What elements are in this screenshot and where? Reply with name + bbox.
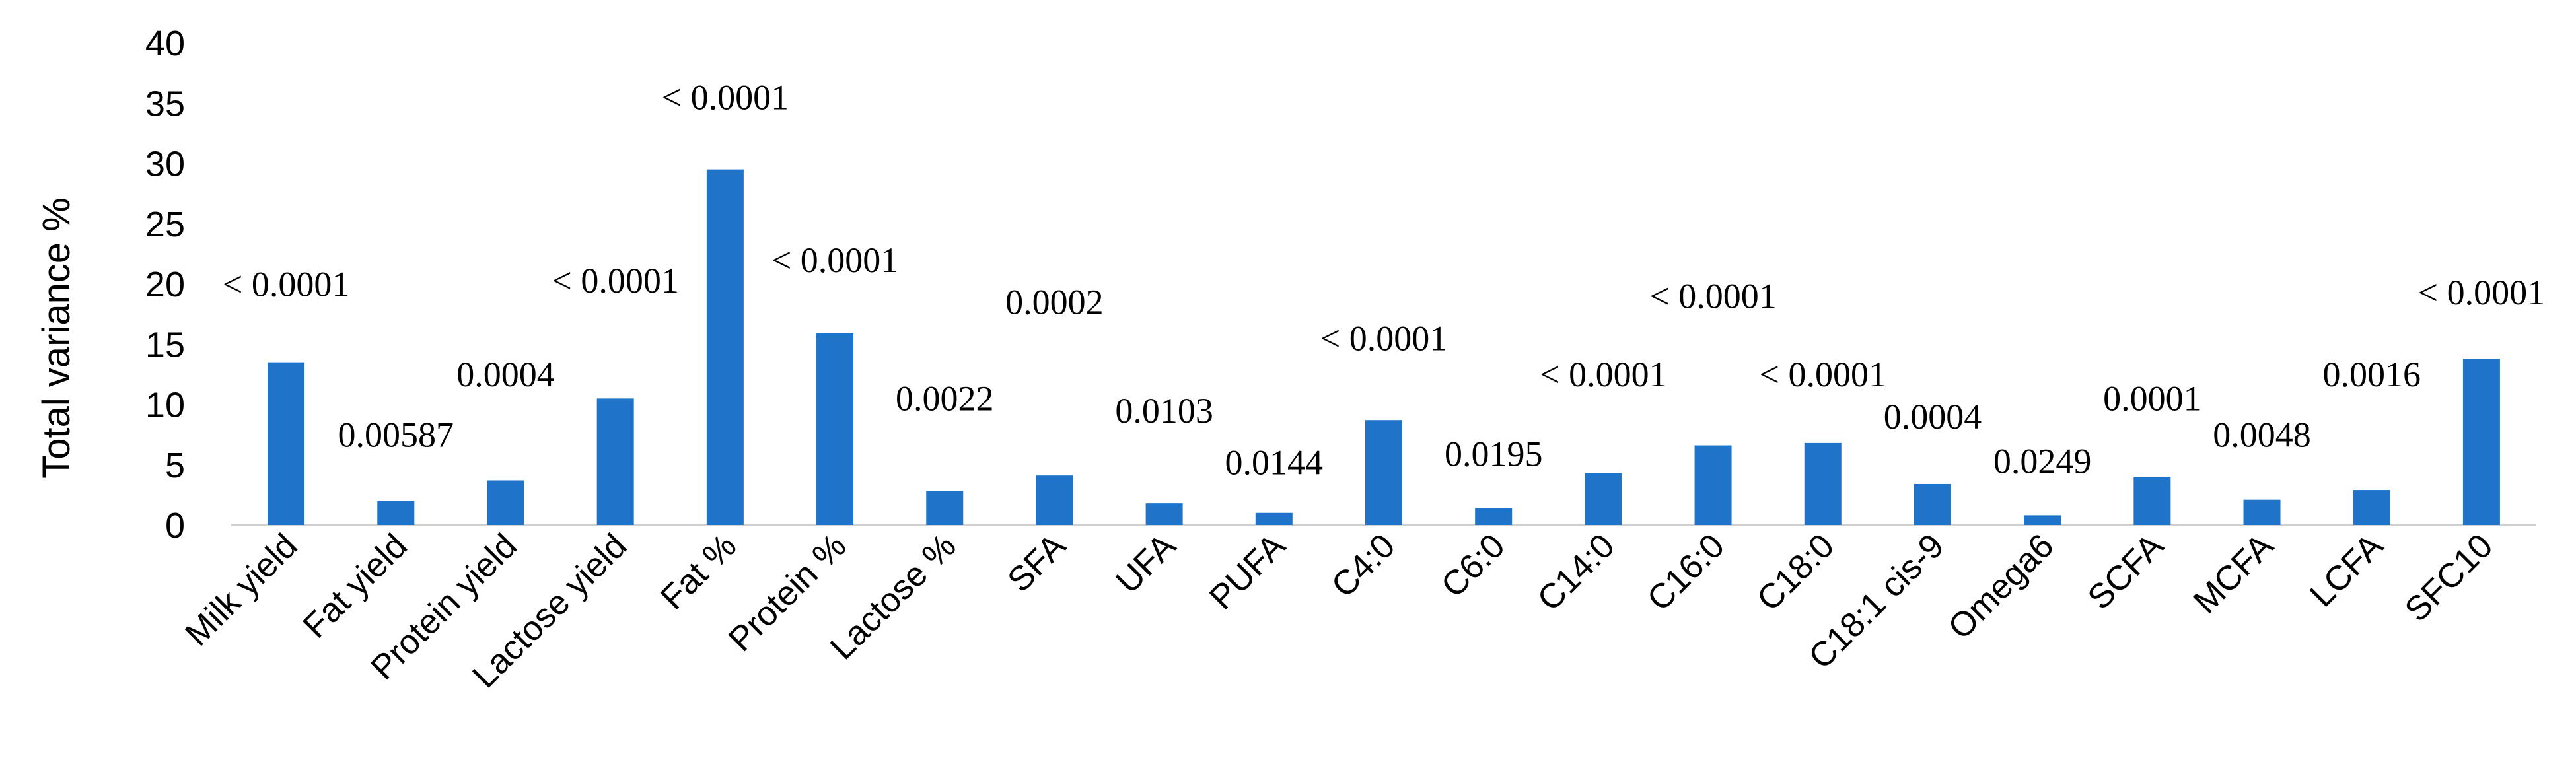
bar: [1145, 503, 1183, 525]
y-tick-label: 35: [145, 84, 185, 123]
x-tick-label: Milk yield: [178, 526, 304, 653]
bar: [1475, 508, 1513, 525]
x-tick-label: LCFA: [2303, 526, 2390, 614]
p-value-label: < 0.0001: [1760, 355, 1886, 394]
bar: [1036, 475, 1073, 525]
p-value-label: 0.0195: [1445, 435, 1543, 474]
bar: [1914, 483, 1951, 525]
bar: [2024, 515, 2061, 525]
p-value-label: 0.0002: [1005, 283, 1104, 322]
x-tick-label: C16:0: [1640, 526, 1732, 618]
x-tick-label: C6:0: [1434, 526, 1513, 605]
p-value-label: < 0.0001: [771, 240, 898, 280]
p-value-label: 0.0249: [1993, 442, 2092, 481]
bar: [2462, 359, 2500, 525]
bar: [2243, 499, 2281, 525]
bar: [1694, 445, 1732, 525]
bar: [1804, 442, 1842, 525]
p-value-label: < 0.0001: [1320, 318, 1447, 358]
x-tick-label: C4:0: [1324, 526, 1403, 605]
p-value-label: < 0.0001: [662, 77, 789, 117]
p-value-label: 0.0004: [1884, 397, 1982, 436]
p-value-label: 0.0144: [1225, 442, 1324, 482]
x-tick-label: UFA: [1109, 526, 1184, 601]
bar: [1585, 473, 1622, 525]
p-value-label: 0.0103: [1115, 391, 1213, 431]
bar: [1255, 512, 1293, 525]
y-tick-label: 20: [145, 265, 185, 304]
bars: [268, 169, 2500, 525]
p-value-label: 0.0016: [2322, 355, 2421, 394]
bar: [816, 333, 854, 525]
x-tick-label: Fat %: [653, 526, 744, 617]
bar: [2353, 490, 2390, 525]
p-value-label: 0.00587: [338, 415, 454, 454]
bar: [268, 362, 305, 525]
y-tick-label: 10: [145, 386, 185, 425]
y-tick-label: 5: [165, 446, 185, 485]
p-value-label: < 0.0001: [223, 264, 349, 304]
x-tick-label: SFA: [1000, 526, 1073, 600]
bar: [487, 480, 524, 525]
x-tick-label: C18:0: [1750, 526, 1842, 618]
bar: [377, 501, 415, 525]
p-value-label: 0.0004: [456, 355, 555, 394]
x-tick-label: MCFA: [2186, 526, 2281, 621]
p-value-label: < 0.0001: [1540, 355, 1666, 394]
bar: [926, 491, 964, 525]
p-value-label: < 0.0001: [1649, 277, 1776, 316]
x-tick-label: PUFA: [1202, 526, 1293, 617]
y-tick-label: 30: [145, 145, 185, 184]
x-tick-label: SCFA: [2081, 526, 2171, 617]
bar: [1365, 420, 1402, 525]
x-tick-label: Omega6: [1941, 526, 2061, 646]
y-tick-label: 40: [145, 24, 185, 63]
x-tick-label: C14:0: [1530, 526, 1622, 618]
y-tick-labels: 0 5 10 15 20 25 30 35 40: [145, 24, 185, 545]
p-value-label: 0.0048: [2213, 415, 2311, 454]
y-tick-label: 0: [165, 506, 185, 545]
y-tick-label: 25: [145, 205, 185, 244]
bar: [596, 398, 634, 525]
bar: [706, 169, 744, 525]
x-tick-label: SFC10: [2398, 526, 2500, 629]
p-value-label: < 0.0001: [552, 261, 678, 300]
p-value-label: < 0.0001: [2418, 273, 2545, 312]
y-axis-label: Total variance %: [35, 197, 78, 479]
p-value-label: 0.0001: [2103, 379, 2201, 419]
p-value-label: 0.0022: [896, 379, 994, 419]
y-tick-label: 15: [145, 325, 185, 365]
bar: [2133, 477, 2171, 525]
